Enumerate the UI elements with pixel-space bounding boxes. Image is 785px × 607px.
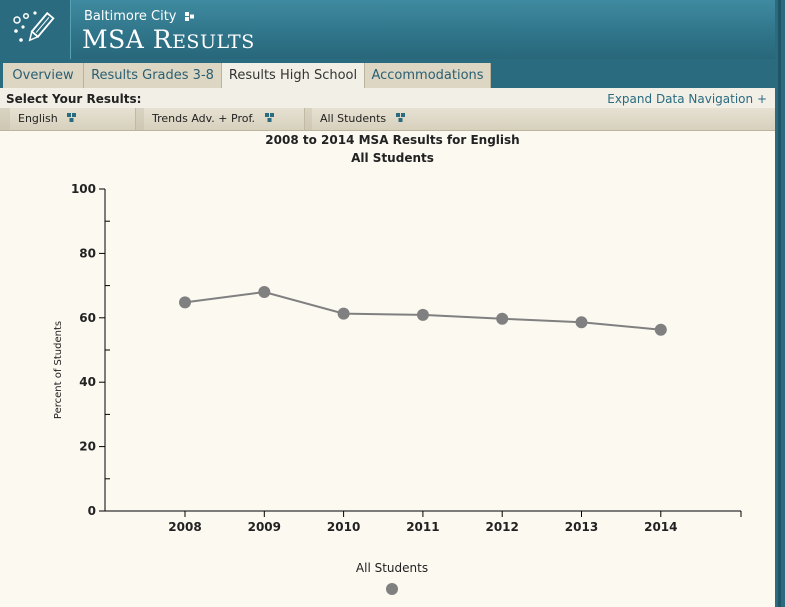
chart-title: 2008 to 2014 MSA Results for English — [265, 133, 520, 147]
legend-marker — [386, 583, 398, 595]
tab-results-high-school[interactable]: Results High School — [222, 63, 365, 88]
line-chart: 0 20 40 60 80 100 Percent of Students 2008 2009 2… — [53, 182, 742, 595]
x-tick-label: 2009 — [248, 520, 281, 534]
dropdown-icon — [67, 113, 77, 122]
dropdown-icon — [395, 113, 405, 122]
app-header: Baltimore City MSA RESULTS — [0, 0, 785, 59]
menu-squares-icon — [184, 12, 194, 21]
y-tick-label: 20 — [79, 440, 96, 454]
x-tick-label: 2011 — [406, 520, 439, 534]
y-tick-label: 40 — [79, 375, 96, 389]
tab-results-grades-3-8[interactable]: Results Grades 3-8 — [84, 63, 222, 88]
data-point — [179, 296, 191, 309]
tab-bar: Overview Results Grades 3-8 Results High… — [0, 59, 775, 88]
city-name: Baltimore City — [84, 9, 194, 24]
x-tick-label: 2014 — [644, 520, 677, 534]
y-tick-label: 0 — [88, 504, 96, 518]
data-point — [575, 316, 588, 329]
data-point — [654, 323, 667, 336]
dropdown-icon — [264, 113, 274, 122]
student-group-value: All Students — [320, 112, 387, 125]
y-tick-label: 80 — [79, 246, 96, 260]
data-point — [258, 286, 271, 299]
legend-label: All Students — [356, 561, 428, 575]
select-results-label: Select Your Results: — [6, 92, 142, 106]
x-tick-label: 2013 — [565, 520, 598, 534]
chart-panel — [0, 131, 775, 607]
subject-value: English — [18, 112, 58, 125]
y-tick-label: 60 — [79, 311, 96, 325]
data-point — [416, 308, 429, 321]
measure-value: Trends Adv. + Prof. — [152, 112, 256, 125]
app-title: MSA RESULTS — [82, 25, 255, 54]
measure-dropdown[interactable]: Trends Adv. + Prof. — [144, 108, 305, 130]
data-point — [337, 307, 350, 320]
logo — [0, 0, 71, 59]
expand-data-navigation-link[interactable]: Expand Data Navigation + — [607, 92, 767, 106]
selection-bar: Select Your Results: Expand Data Navigat… — [0, 88, 775, 110]
tab-overview[interactable]: Overview — [3, 63, 84, 88]
pencil-logo-icon — [13, 11, 55, 42]
subject-dropdown[interactable]: English — [10, 108, 136, 130]
data-navigation: English Trends Adv. + Prof. All Students — [0, 108, 776, 131]
x-tick-label: 2012 — [485, 520, 518, 534]
x-tick-label: 2008 — [168, 520, 201, 534]
student-group-dropdown[interactable]: All Students — [312, 108, 776, 130]
window-edge — [775, 0, 785, 607]
x-tick-label: 2010 — [327, 520, 360, 534]
tab-accommodations[interactable]: Accommodations — [365, 63, 491, 88]
chart-subtitle: All Students — [351, 151, 434, 165]
data-point — [496, 312, 509, 325]
y-axis-label: Percent of Students — [53, 321, 64, 419]
y-tick-label: 100 — [71, 182, 96, 196]
